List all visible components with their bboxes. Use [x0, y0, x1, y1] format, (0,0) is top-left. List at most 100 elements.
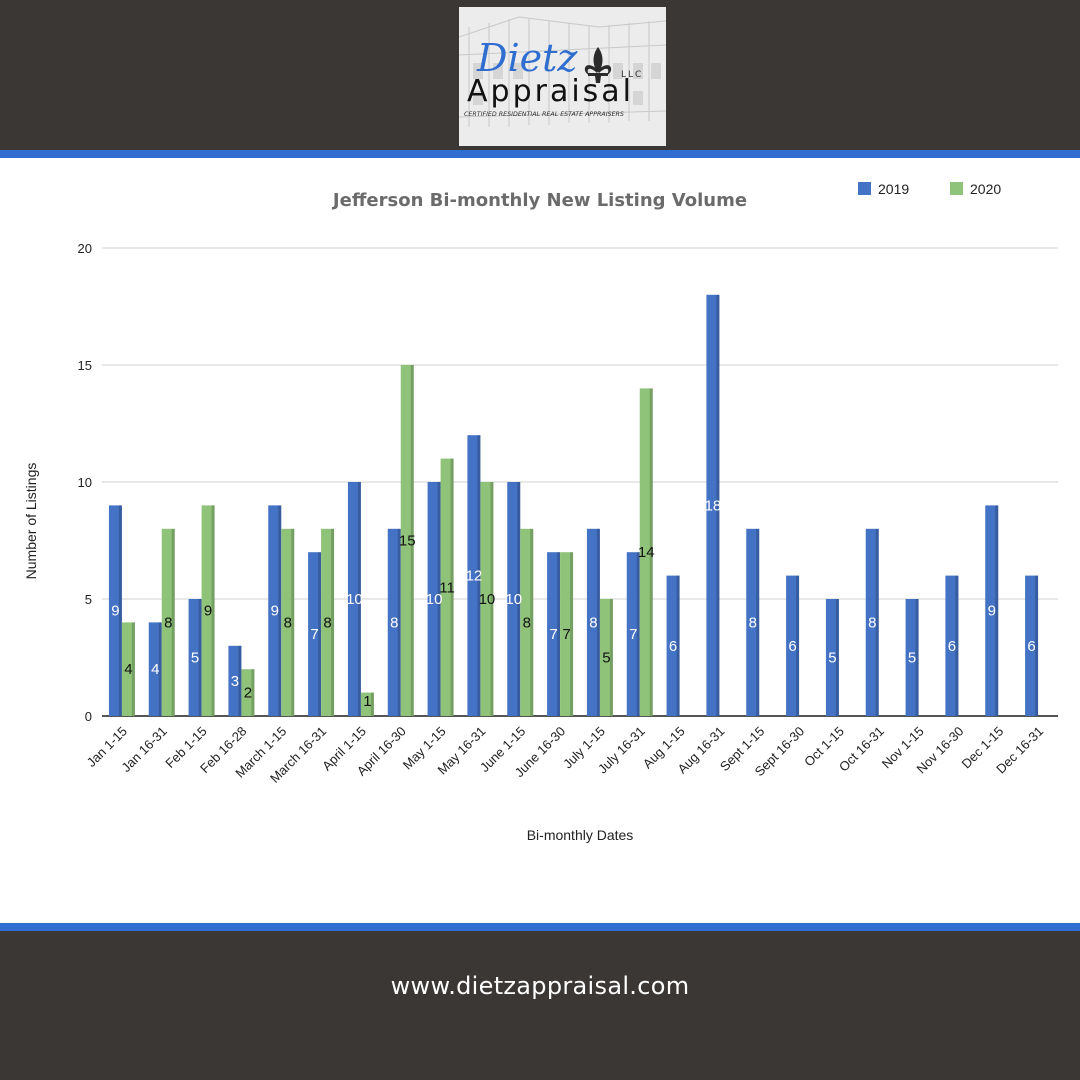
bar-shade [291, 528, 295, 716]
bar-shade [490, 482, 494, 716]
bar-shade [238, 645, 242, 716]
value-label-2019-23: 6 [1027, 638, 1035, 655]
bar-2020-7 [400, 365, 414, 716]
value-label-2019-11: 7 [549, 626, 557, 643]
bar-shade [131, 622, 135, 716]
value-label-2020-10: 8 [523, 614, 531, 631]
value-label-2019-5: 7 [310, 626, 318, 643]
brand-script-name: Dietz [476, 36, 578, 80]
bar-shade [118, 505, 122, 716]
chart-panel: Jefferson Bi-monthly New Listing Volume … [0, 158, 1080, 923]
bar-shade [437, 482, 441, 716]
bar-2019-9 [467, 435, 481, 716]
value-label-2020-5: 8 [323, 614, 331, 631]
value-label-2019-0: 9 [111, 603, 119, 620]
gridlines [102, 247, 1058, 717]
bar-2020-0 [121, 622, 135, 716]
footer-band [0, 931, 1080, 1080]
bar-2019-18 [825, 599, 839, 716]
bar-shade [450, 458, 454, 716]
bar-2019-20 [905, 599, 919, 716]
bar-shade [995, 505, 999, 716]
bar-shade [198, 599, 202, 716]
bar-shade [331, 528, 335, 716]
bars [108, 294, 1039, 716]
bar-2020-12 [599, 599, 613, 716]
bar-shade [158, 622, 162, 716]
bar-2019-17 [786, 575, 800, 716]
bar-2019-11 [547, 552, 561, 716]
legend-label-2019: 2019 [878, 181, 909, 197]
brand-suffix: LLC [621, 70, 643, 80]
bar-shade [370, 692, 374, 716]
bar-2020-4 [281, 528, 295, 716]
value-label-2019-18: 5 [828, 650, 836, 667]
bar-2019-0 [108, 505, 122, 716]
bar-2019-8 [427, 482, 441, 716]
value-label-2019-12: 8 [589, 614, 597, 631]
bar-2020-1 [161, 528, 175, 716]
legend-label-2020: 2020 [970, 181, 1001, 197]
bar-shade [557, 552, 561, 716]
bar-2019-3 [228, 645, 242, 716]
value-label-2020-8: 11 [439, 579, 455, 596]
bar-shade [716, 294, 720, 716]
bottom-accent-line [0, 923, 1080, 931]
x-axis-title: Bi-monthly Dates [527, 827, 634, 843]
value-label-2019-13: 7 [629, 626, 637, 643]
bar-2019-21 [945, 575, 959, 716]
bar-2019-15 [706, 294, 720, 716]
bar-2019-7 [387, 528, 401, 716]
value-label-2019-7: 8 [390, 614, 398, 631]
y-axis-ticks: 0 5 10 15 20 [78, 241, 92, 724]
bar-shade [636, 552, 640, 716]
chart-legend: 2019 2020 [858, 181, 1001, 197]
bar-shade [609, 599, 613, 716]
y-tick-label: 0 [85, 709, 92, 724]
bar-shade [410, 365, 414, 716]
bar-2019-10 [507, 482, 521, 716]
bar-shade [397, 528, 401, 716]
bar-2019-12 [586, 528, 600, 716]
legend-swatch-2020 [950, 182, 963, 195]
bar-shade [915, 599, 919, 716]
value-label-2019-20: 5 [908, 650, 916, 667]
value-label-2020-11: 7 [562, 626, 570, 643]
bar-chart: Jefferson Bi-monthly New Listing Volume … [23, 181, 1058, 843]
value-label-2019-8: 10 [426, 591, 443, 608]
bar-shade [676, 575, 680, 716]
bar-shade [318, 552, 322, 716]
bar-2020-5 [321, 528, 335, 716]
top-accent-line [0, 150, 1080, 158]
y-tick-label: 15 [78, 358, 92, 373]
y-axis-title: Number of Listings [23, 463, 39, 580]
value-label-2019-14: 6 [669, 638, 677, 655]
bar-2019-13 [626, 552, 640, 716]
bar-2020-2 [201, 505, 215, 716]
bar-2020-6 [360, 692, 374, 716]
bar-2019-14 [666, 575, 680, 716]
value-label-2020-9: 10 [479, 591, 496, 608]
website-url[interactable]: www.dietzappraisal.com [390, 972, 690, 1000]
y-tick-label: 10 [78, 475, 92, 490]
bar-shade [278, 505, 282, 716]
bar-2019-19 [865, 528, 879, 716]
bar-shade [357, 482, 361, 716]
bar-shade [517, 482, 521, 716]
value-label-2020-13: 14 [638, 544, 655, 561]
bar-2019-4 [268, 505, 282, 716]
value-label-2020-4: 8 [284, 614, 292, 631]
bar-2019-1 [148, 622, 162, 716]
bar-shade [211, 505, 215, 716]
bar-shade [596, 528, 600, 716]
bar-2020-13 [639, 388, 653, 716]
value-label-2019-2: 5 [191, 650, 199, 667]
value-label-2020-6: 1 [363, 693, 371, 710]
brand-name: Appraisal [467, 74, 634, 109]
value-label-2020-1: 8 [164, 614, 172, 631]
bar-shade [875, 528, 879, 716]
y-tick-label: 5 [85, 592, 92, 607]
legend-swatch-2019 [858, 182, 871, 195]
value-label-2020-12: 5 [602, 650, 610, 667]
